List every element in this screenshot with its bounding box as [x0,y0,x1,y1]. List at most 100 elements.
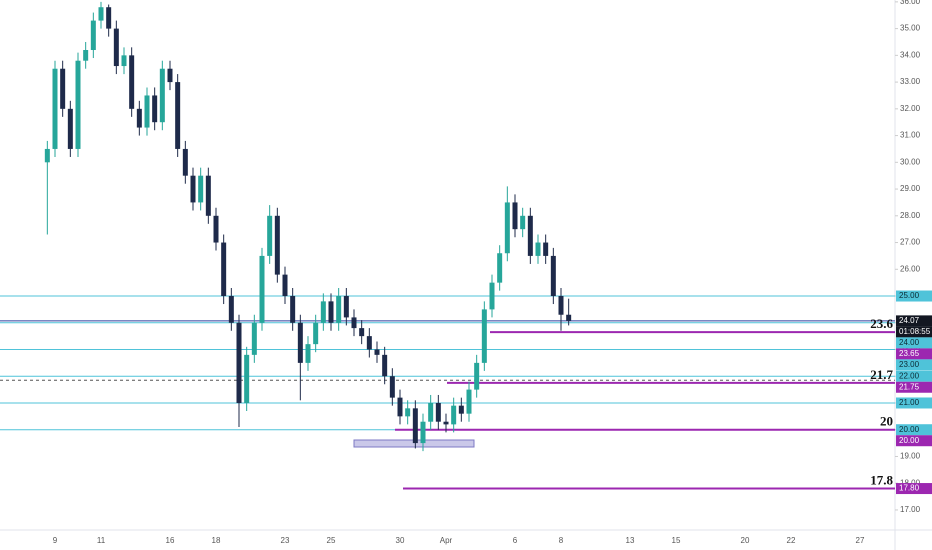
price-badge-bg [896,337,932,349]
candle-body [397,397,403,417]
y-tick-label: 27.00 [900,238,921,247]
candle-body [159,68,165,123]
candle-body [374,349,380,355]
price-badge: 24.00 [899,338,920,347]
candle-body [458,405,464,414]
countdown: 01:08:55 [899,327,931,336]
candle-body [290,296,296,323]
candle-body [190,175,196,203]
y-tick-label: 32.00 [900,104,921,113]
price-badge-bg [896,381,932,393]
candle-body [336,296,342,323]
candle-body [75,60,81,149]
x-tick-label: 23 [281,536,290,545]
price-badge-bg [896,424,932,436]
y-tick-label: 33.00 [900,77,921,86]
x-tick-label: 20 [741,536,750,545]
candle-body [527,215,533,256]
target-text: 21.7 [870,367,893,382]
candle-body [451,405,457,425]
candle-body [244,354,250,403]
price-badge-bg [896,359,932,371]
y-tick-label: 28.00 [900,211,921,220]
candle-body [489,282,495,310]
candle-body [558,296,564,315]
candle-body [274,215,280,275]
price-badge-bg [896,370,932,382]
price-badge: 17.80 [899,484,920,493]
candle-body [466,389,472,414]
candle-body [60,68,66,109]
candle-body [366,336,372,350]
candle-body [328,301,334,323]
y-tick-label: 19.00 [900,452,921,461]
countdown-bg [896,326,932,338]
candle-body [550,255,556,297]
candle-body [136,108,142,128]
candle-body [228,296,234,323]
candle-body [520,215,526,230]
candle-body [359,328,365,337]
candle-body [313,322,319,345]
candle-body [113,28,119,67]
candle-body [443,421,449,425]
price-badge: 20.00 [899,436,920,445]
candle-body [198,175,204,203]
x-tick-label: 16 [166,536,175,545]
candle-body [98,7,104,21]
candle-body [512,202,518,230]
candle-body [236,322,242,403]
x-tick-label: Apr [440,536,453,545]
candle-body [90,20,96,51]
price-badge-bg [896,397,932,409]
y-tick-label: 30.00 [900,157,921,166]
candle-body [167,68,173,83]
price-badge-bg [896,483,932,495]
price-badge: 25.00 [899,291,920,300]
candle-body [121,55,127,67]
candle-body [405,408,411,417]
candle-body [382,354,388,377]
candle-body [106,7,112,29]
candle-body [144,95,150,128]
candle-body [267,215,273,256]
candles-layer [44,1,572,452]
candle-body [259,255,265,323]
candle-body [221,242,227,297]
x-tick-label: 30 [396,536,405,545]
x-tick-label: 15 [672,536,681,545]
price-badge: 22.00 [899,371,920,380]
candle-body [129,55,135,109]
candle-body [543,242,549,256]
candle-body [282,274,288,297]
candle-body [474,362,480,390]
candle-body [428,402,434,422]
y-tick-label: 26.00 [900,264,921,273]
target-text: 20 [880,414,893,429]
price-badge: 23.65 [899,349,920,358]
x-tick-label: 8 [559,536,564,545]
y-tick-label: 36.00 [900,0,921,6]
candle-body [83,50,89,61]
candle-body [389,376,395,398]
y-tick-label: 31.00 [900,131,921,140]
y-tick-label: 35.00 [900,24,921,33]
candle-body [481,309,487,363]
price-badge: 20.00 [899,425,920,434]
y-tick-label: 18.00 [900,478,921,487]
target-text: 23.6 [870,316,893,331]
y-tick-label: 29.00 [900,184,921,193]
price-badge: 21.00 [899,398,920,407]
x-tick-label: 6 [513,536,518,545]
x-tick-label: 27 [856,536,865,545]
candle-body [535,242,541,256]
target-text: 17.8 [870,473,893,488]
candle-body [420,421,426,444]
candle-body [297,322,303,363]
price-badge-bg [896,315,932,327]
x-tick-label: 11 [97,536,106,545]
labels-layer: 17.00 18.00 19.00 20.00 21.00 22.00 23.00 24.00… [53,0,932,545]
candle-body [343,296,349,318]
